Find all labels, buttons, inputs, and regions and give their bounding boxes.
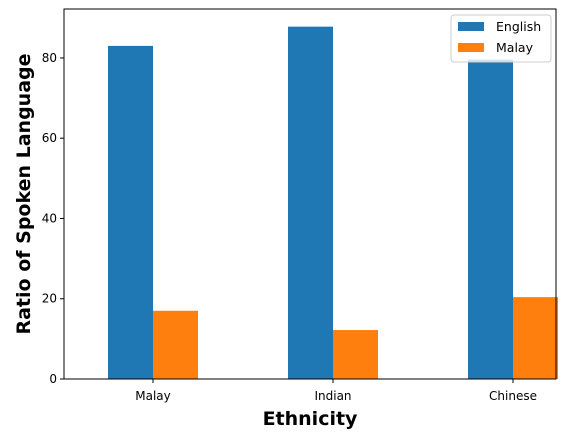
legend-label-malay: Malay	[496, 40, 534, 55]
legend: English Malay	[450, 14, 552, 63]
x-axis: Malay Indian Chinese	[135, 379, 537, 403]
y-axis: 0 20 40 60 80	[42, 51, 64, 386]
bar-english-indian	[288, 26, 333, 380]
y-tick-label: 40	[42, 211, 57, 225]
x-tick-label: Malay	[135, 389, 171, 403]
bar-malay-chinese	[513, 297, 558, 379]
x-tick-label: Chinese	[489, 389, 537, 403]
plot-frame	[63, 8, 557, 380]
bar-english-chinese	[468, 59, 513, 379]
y-tick-label: 0	[49, 372, 57, 386]
y-axis-title: Ratio of Spoken Language	[13, 53, 35, 334]
bar-english-malay	[108, 45, 153, 379]
bar-malay-indian	[333, 330, 378, 379]
y-tick-label: 80	[42, 51, 57, 65]
bars-layer	[108, 26, 558, 380]
legend-label-english: English	[496, 19, 541, 34]
legend-swatch-malay	[458, 43, 484, 52]
x-tick-label: Indian	[314, 389, 351, 403]
x-axis-title: Ethnicity	[263, 408, 358, 430]
y-tick-label: 60	[42, 131, 57, 145]
legend-swatch-english	[458, 22, 484, 31]
bar-malay-malay	[153, 310, 198, 379]
y-tick-label: 20	[42, 292, 57, 306]
